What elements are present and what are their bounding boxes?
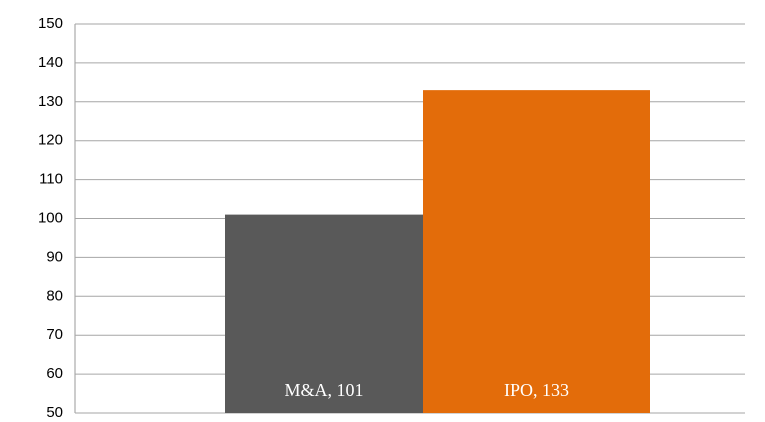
y-tick-label: 150 — [38, 15, 63, 32]
y-tick-label: 110 — [39, 171, 63, 188]
y-tick-label: 70 — [46, 326, 63, 343]
bar — [225, 214, 423, 413]
y-tick-label: 120 — [38, 132, 63, 149]
y-tick-label: 50 — [46, 404, 63, 421]
y-tick-label: 60 — [46, 365, 63, 382]
y-tick-label: 130 — [38, 93, 63, 110]
y-tick-label: 140 — [38, 54, 63, 71]
y-tick-label: 90 — [46, 248, 63, 265]
bar — [423, 90, 650, 413]
y-tick-label: 80 — [46, 287, 63, 304]
data-label: IPO, 133 — [504, 380, 569, 400]
data-label: M&A, 101 — [284, 380, 363, 400]
y-tick-label: 100 — [38, 209, 63, 226]
